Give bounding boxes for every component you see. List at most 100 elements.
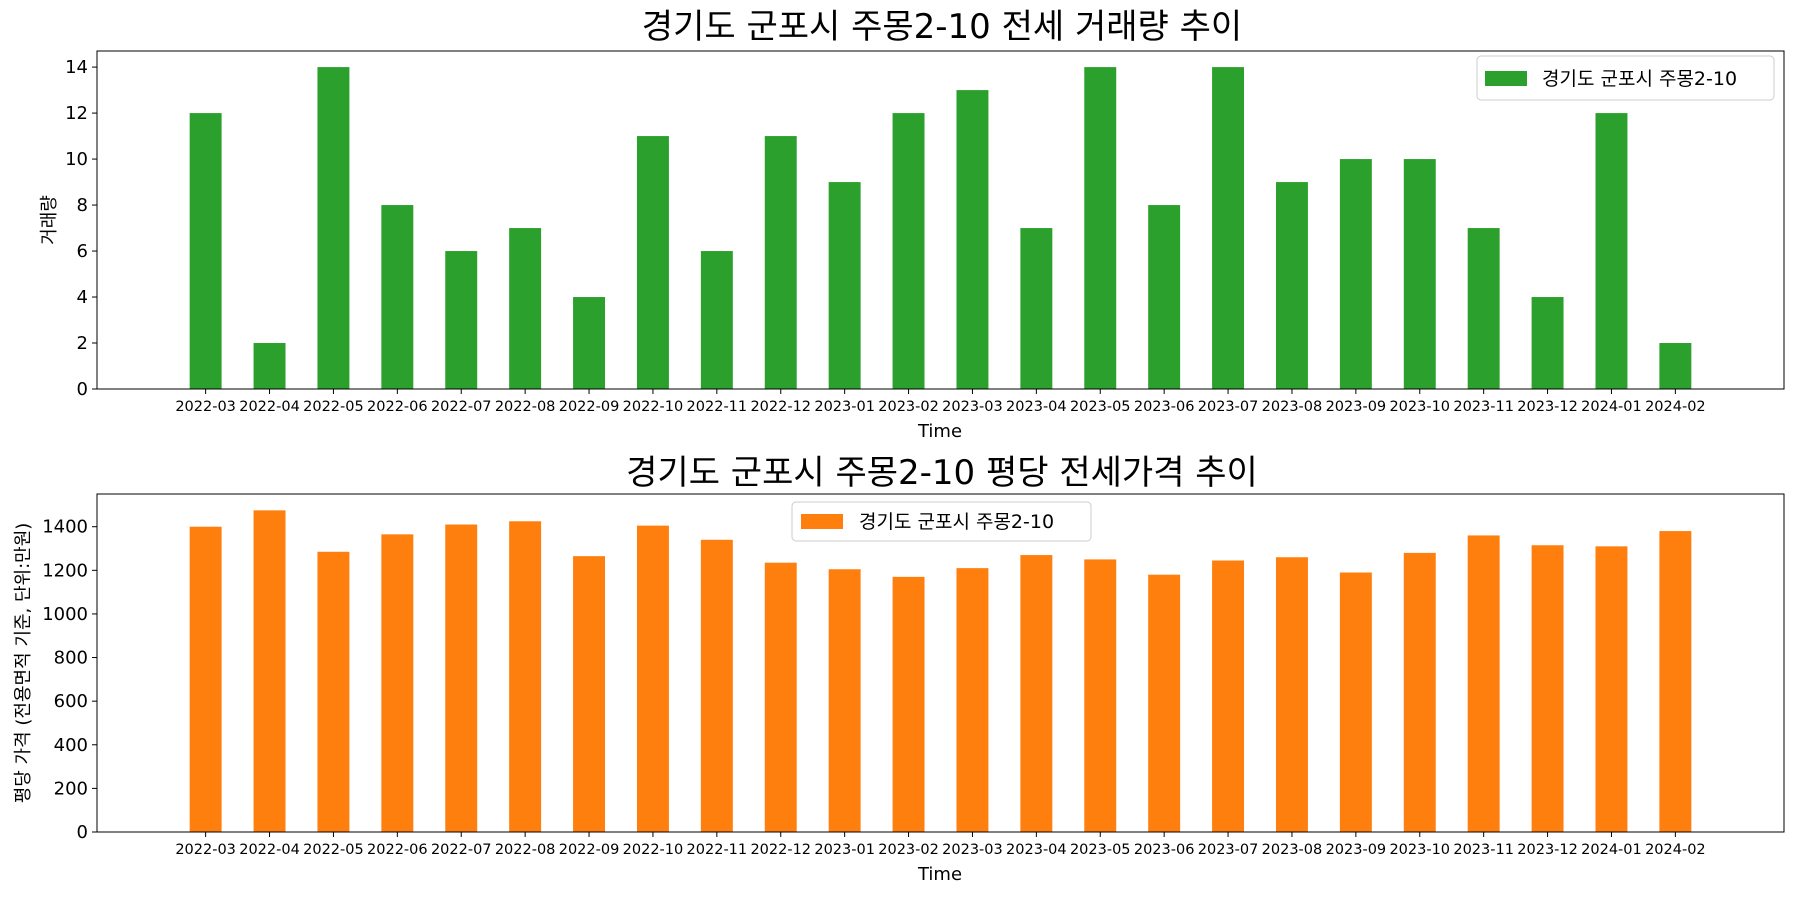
- price-y-tick-label: 400: [54, 735, 88, 756]
- volume-y-tick-label: 0: [77, 379, 88, 400]
- volume-bar-2023-07: [1212, 67, 1245, 389]
- volume-y-tick-label: 4: [77, 287, 88, 308]
- volume-y-tick-label: 12: [65, 103, 88, 124]
- volume-legend-label: 경기도 군포시 주몽2-10: [1542, 68, 1737, 90]
- volume-x-axis-label: Time: [917, 421, 962, 442]
- price-x-tick-label: 2023-12: [1517, 842, 1578, 858]
- price-bar-2024-01: [1595, 546, 1628, 832]
- price-bar-2022-04: [253, 510, 286, 832]
- price-x-tick-label: 2022-05: [303, 842, 364, 858]
- volume-bar-2023-02: [892, 113, 925, 389]
- price-x-tick-label: 2023-03: [942, 842, 1003, 858]
- volume-legend-box: [1476, 55, 1775, 101]
- price-x-tick-label: 2023-02: [878, 842, 939, 858]
- price-bar-2023-12: [1531, 545, 1564, 832]
- volume-bar-2022-03: [189, 113, 222, 389]
- volume-x-tick-label: 2023-12: [1517, 399, 1578, 415]
- volume-bar-2022-10: [636, 136, 669, 389]
- volume-y-axis-label: 거래량: [39, 195, 60, 245]
- price-bar-2023-01: [828, 569, 861, 832]
- volume-x-tick-label: 2023-10: [1389, 399, 1450, 415]
- price-x-tick-label: 2023-11: [1453, 842, 1514, 858]
- volume-x-tick-label: 2023-07: [1198, 399, 1259, 415]
- price-x-tick-label: 2022-06: [367, 842, 428, 858]
- volume-x-tick-label: 2022-08: [495, 399, 556, 415]
- volume-bar-2023-06: [1148, 205, 1181, 389]
- price-bars: [189, 510, 1692, 832]
- volume-bar-2022-04: [253, 343, 286, 389]
- price-y-axis-label: 평당 가격 (전용면적 기준, 단위:만원): [13, 523, 34, 804]
- volume-bar-2022-09: [573, 297, 606, 389]
- volume-y-tick-label: 14: [65, 57, 88, 78]
- volume-x-tick-label: 2023-03: [942, 399, 1003, 415]
- volume-x-tick-label: 2022-05: [303, 399, 364, 415]
- price-x-tick-label: 2023-09: [1326, 842, 1387, 858]
- volume-bar-2023-04: [1020, 228, 1053, 389]
- volume-x-tick-label: 2022-11: [687, 399, 748, 415]
- volume-x-tick-label: 2024-02: [1645, 399, 1706, 415]
- price-x-tick-label: 2023-07: [1198, 842, 1259, 858]
- price-legend-swatch: [801, 514, 843, 529]
- volume-bar-2023-10: [1403, 159, 1436, 389]
- volume-y-tick-label: 10: [65, 149, 88, 170]
- volume-x-tick-label: 2023-08: [1262, 399, 1323, 415]
- price-legend-box: [791, 501, 1092, 542]
- price-y-tick-label: 1200: [42, 560, 88, 581]
- volume-chart-title: 경기도 군포시 주몽2-10 전세 거래량 추이: [642, 7, 1242, 47]
- price-bar-2023-02: [892, 576, 925, 832]
- volume-bar-2022-08: [509, 228, 542, 389]
- price-chart-title: 경기도 군포시 주몽2-10 평당 전세가격 추이: [626, 453, 1258, 493]
- volume-bar-2023-05: [1084, 67, 1117, 389]
- price-x-tick-label: 2022-07: [431, 842, 492, 858]
- volume-y-tick-label: 6: [77, 241, 88, 262]
- price-y-ticks: 0 200 400 600 800 1000 1200 1400: [42, 517, 97, 843]
- volume-chart: 경기도 군포시 주몽2-10 전세 거래량 추이 0 2 4 6 8 10 12 14 202…: [39, 7, 1785, 442]
- price-bar-2023-03: [956, 568, 989, 832]
- volume-bar-2023-11: [1467, 228, 1500, 389]
- volume-x-tick-label: 2023-09: [1326, 399, 1387, 415]
- volume-bar-2023-12: [1531, 297, 1564, 389]
- price-x-tick-label: 2022-11: [687, 842, 748, 858]
- price-legend: 경기도 군포시 주몽2-10: [791, 501, 1092, 542]
- price-bar-2023-08: [1275, 557, 1308, 832]
- price-x-ticks: 2022-03 2022-04 2022-05 2022-06 2022-07 2022-…: [175, 832, 1706, 858]
- price-bar-2023-07: [1212, 560, 1245, 832]
- price-chart: 경기도 군포시 주몽2-10 평당 전세가격 추이 0 200 400 600 800 1…: [13, 453, 1785, 885]
- volume-x-tick-label: 2023-11: [1453, 399, 1514, 415]
- volume-bar-2022-06: [381, 205, 414, 389]
- volume-y-tick-label: 8: [77, 195, 88, 216]
- volume-bar-2022-05: [317, 67, 350, 389]
- price-bar-2023-04: [1020, 555, 1053, 832]
- volume-bars: [189, 67, 1692, 389]
- volume-plot-frame: [96, 50, 1785, 390]
- price-bar-2023-06: [1148, 574, 1181, 832]
- volume-bar-2022-12: [764, 136, 797, 389]
- price-bar-2023-10: [1403, 552, 1436, 832]
- volume-bar-2022-07: [445, 251, 478, 389]
- price-bar-2022-08: [509, 521, 542, 832]
- volume-x-tick-label: 2022-09: [559, 399, 620, 415]
- volume-x-tick-label: 2023-06: [1134, 399, 1195, 415]
- volume-x-tick-label: 2022-07: [431, 399, 492, 415]
- volume-legend: 경기도 군포시 주몽2-10: [1476, 55, 1775, 101]
- price-bar-2023-11: [1467, 535, 1500, 832]
- price-x-tick-label: 2024-02: [1645, 842, 1706, 858]
- volume-x-ticks: 2022-03 2022-04 2022-05 2022-06 2022-07 2022-…: [175, 389, 1706, 415]
- price-y-tick-label: 0: [77, 822, 88, 843]
- volume-legend-swatch: [1485, 71, 1527, 86]
- volume-x-tick-label: 2023-05: [1070, 399, 1131, 415]
- price-x-tick-label: 2022-10: [623, 842, 684, 858]
- volume-x-tick-label: 2022-10: [623, 399, 684, 415]
- price-x-tick-label: 2023-08: [1262, 842, 1323, 858]
- price-x-tick-label: 2024-01: [1581, 842, 1642, 858]
- price-x-tick-label: 2022-04: [239, 842, 300, 858]
- price-bar-2022-06: [381, 534, 414, 832]
- price-bar-2022-10: [636, 525, 669, 832]
- price-x-tick-label: 2023-06: [1134, 842, 1195, 858]
- price-bar-2024-02: [1659, 531, 1692, 832]
- price-x-tick-label: 2023-05: [1070, 842, 1131, 858]
- price-y-tick-label: 1400: [42, 517, 88, 538]
- price-bar-2022-12: [764, 562, 797, 832]
- price-bar-2022-03: [189, 526, 222, 832]
